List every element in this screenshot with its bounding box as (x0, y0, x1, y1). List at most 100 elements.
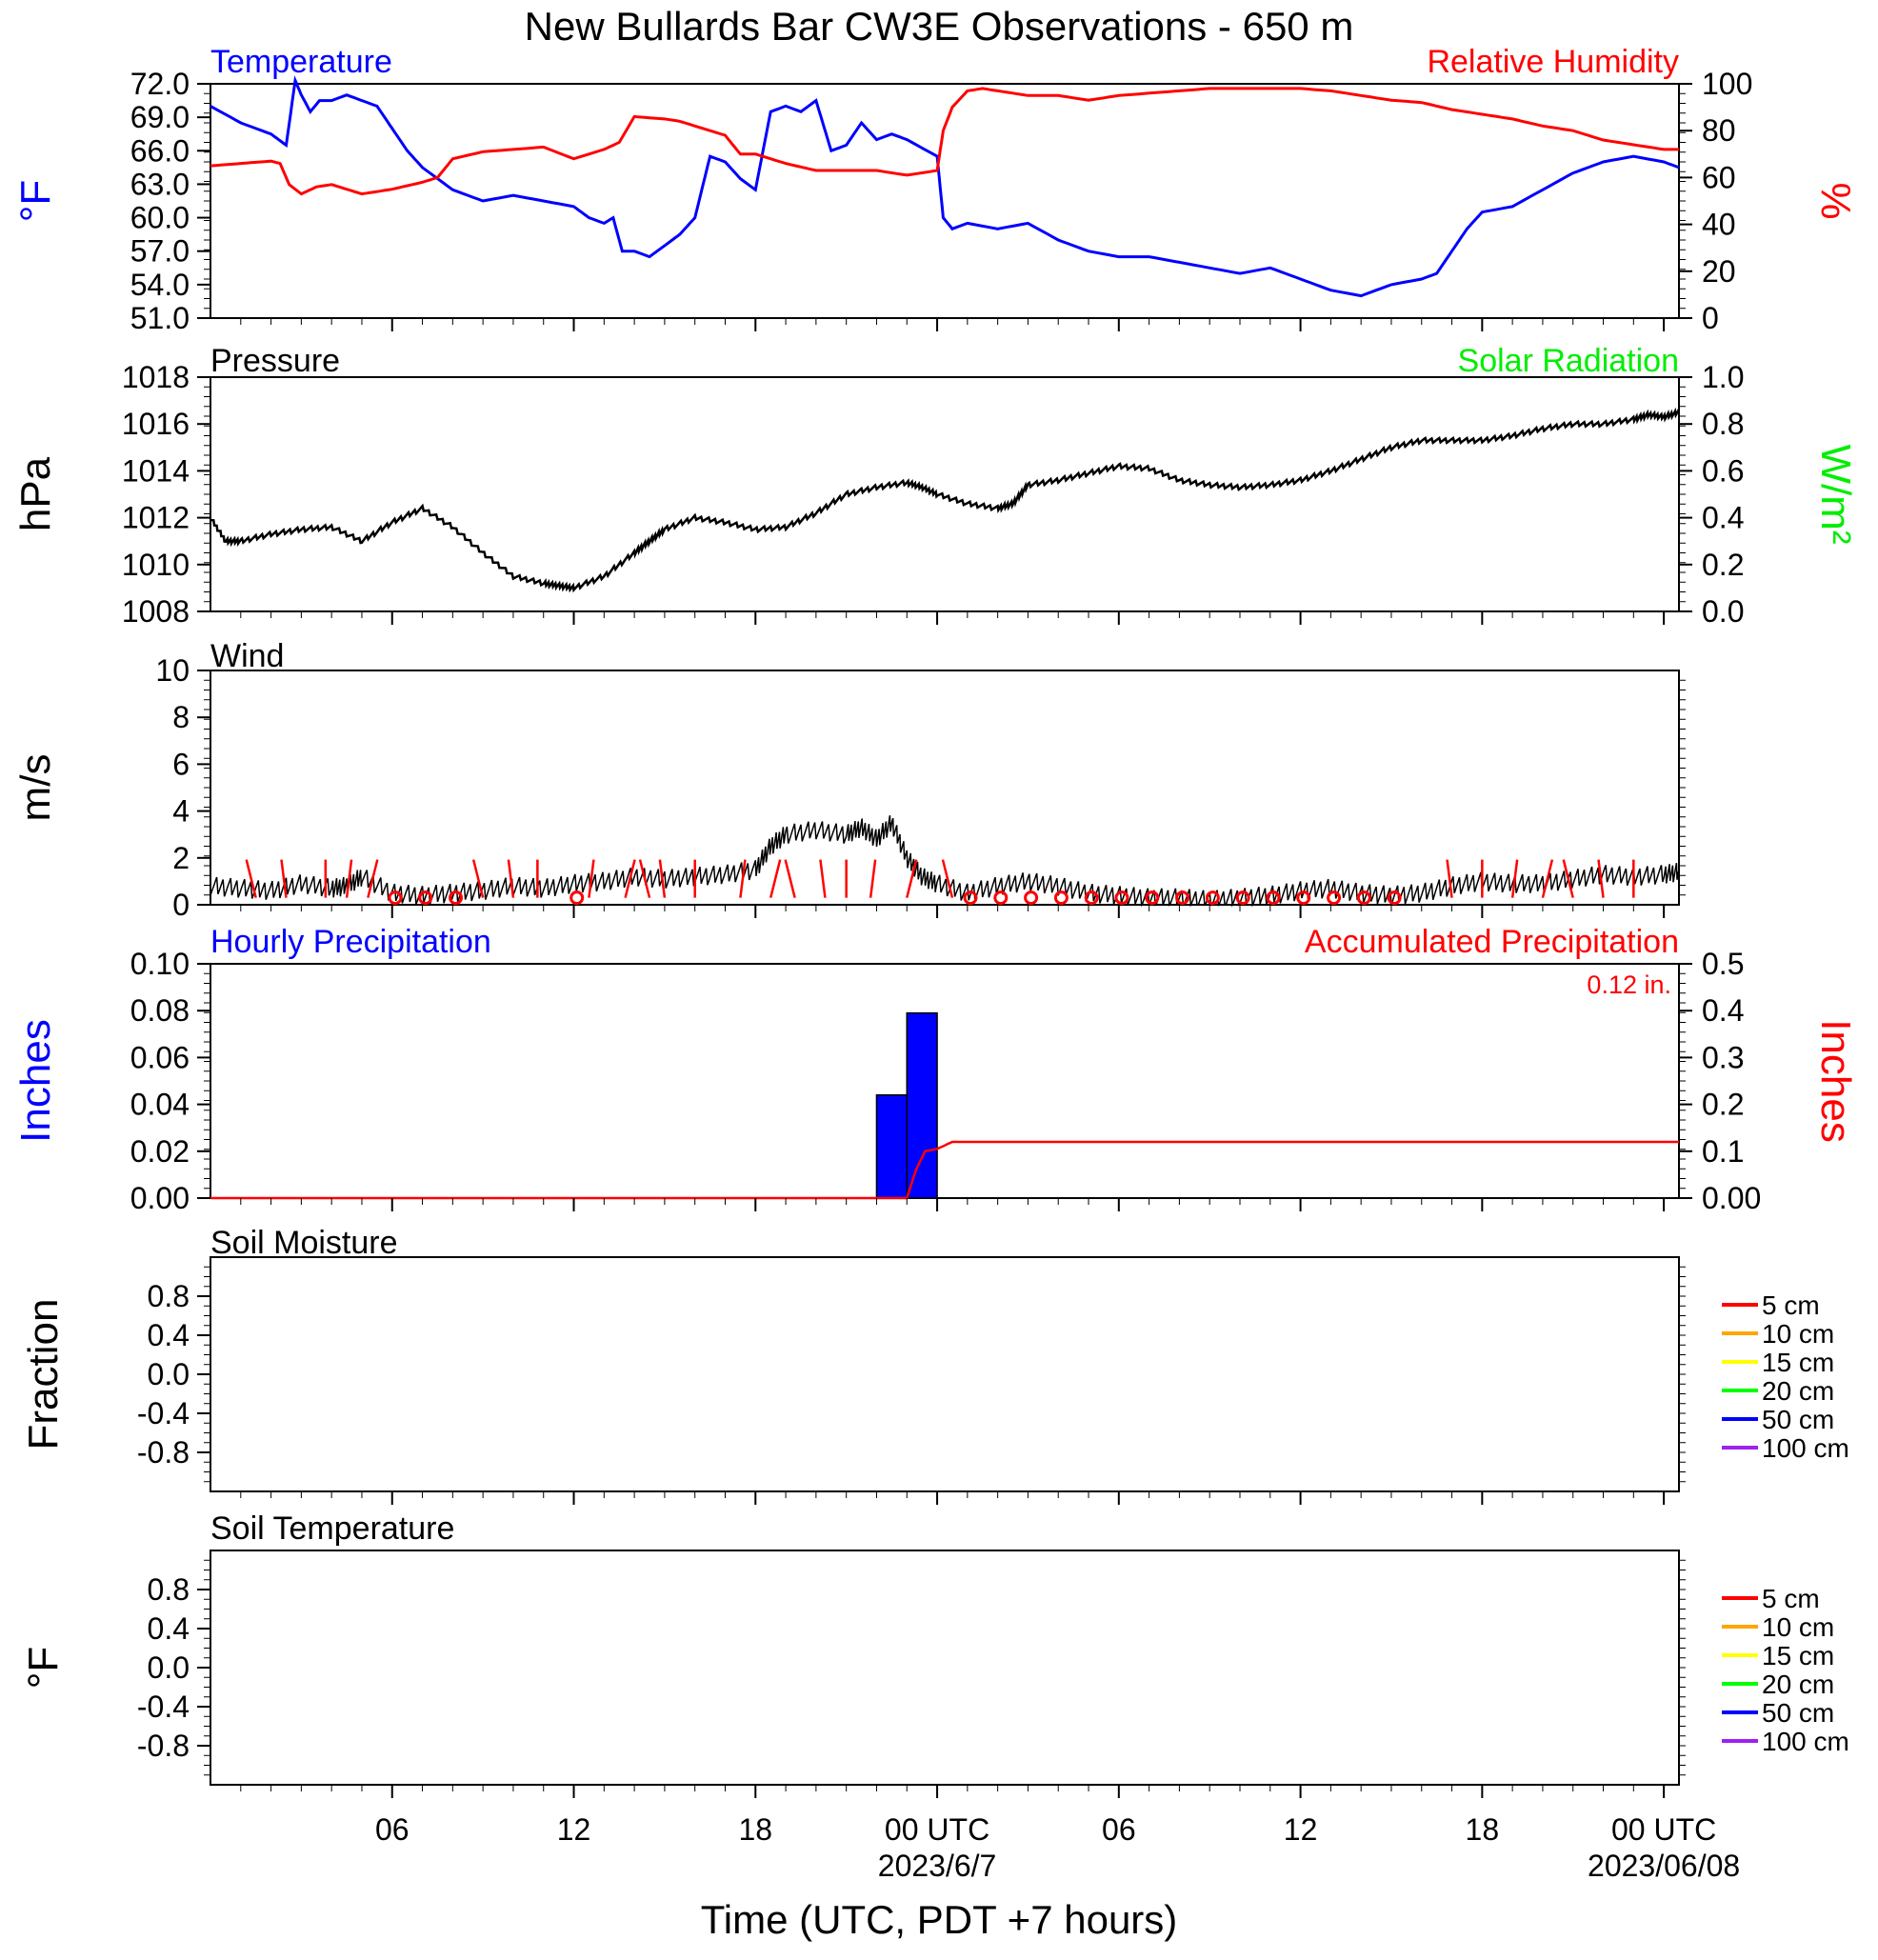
soil-temp-title: Soil Temperature (210, 1510, 454, 1547)
wind-barb (280, 859, 288, 898)
soil-temp-tick-label: -0.4 (137, 1690, 190, 1724)
hourly-precip-tick-label: 0.02 (130, 1134, 190, 1169)
solar-tick-label: 0.6 (1702, 453, 1744, 488)
soil-temp-tick-labels: 0.8 0.4 0.0 -0.4 -0.8 (137, 1572, 210, 1763)
wind-title: Wind (210, 638, 284, 674)
pressure-tick-label: 1010 (122, 548, 190, 582)
calm-wind-marker (1327, 890, 1342, 906)
rh-unit: % (1812, 182, 1859, 219)
chart-title: New Bullards Bar CW3E Observations - 650… (525, 4, 1354, 49)
x-tick-label: 12 (1284, 1812, 1318, 1847)
soil-temp-legend-label: 100 cm (1762, 1727, 1849, 1756)
calm-wind-marker (418, 890, 433, 906)
hourly-precip-tick-label: 0.06 (130, 1040, 190, 1074)
wind-barb (769, 859, 782, 898)
x-tick-label: 06 (1102, 1812, 1136, 1847)
hourly-precip-tick-label: 0.04 (130, 1088, 190, 1122)
wind-barb (624, 859, 636, 898)
hourly-precip-tick-labels: 0.10 0.08 0.06 0.04 0.02 0.00 (130, 947, 210, 1215)
relative-humidity-line (210, 87, 1679, 196)
wind-barb (507, 859, 515, 898)
accum-precip-unit: Inches (1812, 1019, 1859, 1143)
soil-temp-tick-label: -0.8 (137, 1729, 190, 1763)
soil-moisture-legend-label: 10 cm (1762, 1319, 1834, 1349)
wind-barb (345, 859, 353, 898)
soil-moisture-legend-label: 50 cm (1762, 1405, 1834, 1434)
pressure-tick-labels: 1018 1016 1014 1012 1010 1008 (122, 360, 210, 629)
solar-radiation-title: Solar Radiation (1458, 343, 1679, 379)
calm-wind-marker (1024, 890, 1039, 906)
wind-barb (739, 859, 747, 898)
soil-temp-legend-label: 15 cm (1762, 1641, 1834, 1670)
hourly-precip-tick-label: 0.00 (130, 1181, 190, 1215)
soil-moisture-tick-label: -0.8 (137, 1435, 190, 1470)
pressure-tick-label: 1008 (122, 594, 190, 629)
soil-temp-tick-label: 0.4 (148, 1611, 190, 1646)
wind-barb (941, 859, 954, 898)
accum-precip-tick-label: 0.4 (1702, 993, 1744, 1028)
wind-barb (1562, 859, 1574, 898)
calm-wind-marker (1084, 890, 1099, 906)
wind-tick-label: 8 (172, 700, 190, 734)
x-tick-label: 00 UTC (885, 1812, 989, 1847)
soil-moisture-tick-label: -0.4 (137, 1396, 190, 1430)
wind-speed-line (210, 815, 1680, 908)
wind-tick-labels: 10 8 6 4 2 0 (155, 653, 210, 922)
pressure-title: Pressure (210, 343, 340, 379)
rh-tick-label: 100 (1702, 67, 1752, 101)
soil-moisture-tick-labels: 0.8 0.4 0.0 -0.4 -0.8 (137, 1279, 210, 1470)
hourly-precip-title: Hourly Precipitation (210, 924, 491, 960)
rh-tick-label: 40 (1702, 208, 1736, 242)
wind-barb (367, 859, 379, 898)
x-tick-label: 00 UTC (1611, 1812, 1716, 1847)
calm-wind-marker (1175, 890, 1190, 906)
rh-tick-label: 20 (1702, 254, 1736, 289)
solar-tick-label: 0.0 (1702, 594, 1744, 629)
rh-tick-label: 60 (1702, 160, 1736, 194)
soil-moisture-tick-label: 0.4 (148, 1318, 190, 1352)
solar-tick-label: 0.8 (1702, 407, 1744, 441)
pressure-tick-label: 1018 (122, 360, 190, 394)
wind-barb (784, 859, 796, 898)
soil-moisture-tick-label: 0.0 (148, 1357, 190, 1391)
hourly-precip-tick-label: 0.08 (130, 993, 190, 1028)
precip-marks (210, 1011, 1679, 1200)
wind-barb (906, 859, 918, 898)
soil-moisture-unit: Fraction (20, 1299, 67, 1450)
temp-tick-label: 60.0 (130, 201, 190, 235)
x-tick-date: 2023/6/7 (878, 1849, 997, 1883)
x-tick-label: 18 (1466, 1812, 1500, 1847)
panel-soil-temp: Soil Temperature °F 0.8 0.4 0.0 -0.4 -0.8 5 … (20, 1510, 1849, 1786)
wind-lines (210, 815, 1680, 908)
rh-tick-label: 0 (1702, 301, 1719, 335)
calm-wind-marker (1053, 890, 1069, 906)
accum-precip-tick-label: 0.2 (1702, 1088, 1744, 1122)
soil-moisture-legend-label: 5 cm (1762, 1290, 1820, 1320)
x-axis-title: Time (UTC, PDT +7 hours) (701, 1897, 1178, 1942)
calm-wind-marker (1145, 890, 1160, 906)
wind-tick-label: 6 (172, 747, 190, 781)
calm-wind-marker (993, 890, 1009, 906)
wind-tick-label: 0 (172, 888, 190, 922)
pressure-lines (210, 407, 1681, 593)
x-tick-label: 12 (557, 1812, 591, 1847)
temp-tick-label: 72.0 (130, 67, 190, 101)
accum-precip-tick-label: 0.00 (1702, 1181, 1761, 1215)
soil-temp-tick-label: 0.0 (148, 1650, 190, 1685)
x-tick-date: 2023/06/08 (1588, 1849, 1740, 1883)
wind-unit: m/s (12, 754, 59, 822)
temp-tick-label: 63.0 (130, 167, 190, 201)
calm-wind-marker (963, 890, 978, 906)
pressure-line (210, 407, 1681, 593)
wind-barb (658, 859, 667, 898)
accumulated-precip-line (210, 1140, 1679, 1200)
soil-moisture-title: Soil Moisture (210, 1225, 398, 1261)
soil-moisture-legend-label: 15 cm (1762, 1348, 1834, 1377)
rh-tick-label: 80 (1702, 113, 1736, 148)
solar-tick-label: 0.2 (1702, 548, 1744, 582)
accum-precip-tick-labels: 0.5 0.4 0.3 0.2 0.1 0.00 (1679, 947, 1761, 1215)
temp-rh-lines (210, 75, 1680, 298)
